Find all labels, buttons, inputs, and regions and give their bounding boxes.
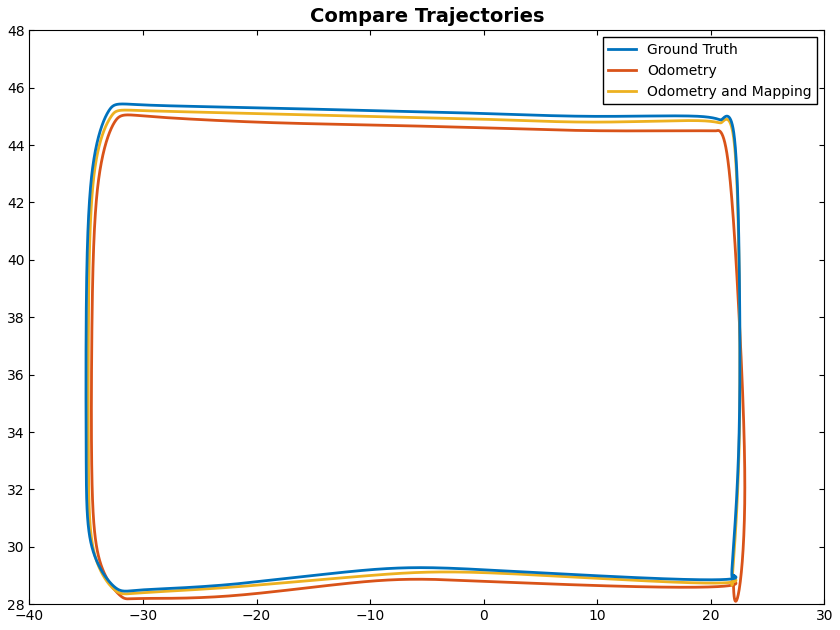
Legend: Ground Truth, Odometry, Odometry and Mapping: Ground Truth, Odometry, Odometry and Map… [603, 37, 817, 104]
Ground Truth [620, 573, 630, 581]
Odometry and Mapping [109, 109, 119, 117]
Ground Truth [121, 587, 131, 595]
Title: Compare Trajectories: Compare Trajectories [310, 7, 544, 26]
Odometry [731, 597, 741, 605]
Ground Truth [728, 571, 738, 579]
Ground Truth [728, 571, 738, 579]
Odometry and Mapping [727, 576, 738, 583]
Odometry [113, 114, 123, 122]
Ground Truth [97, 123, 107, 130]
Odometry [123, 111, 134, 118]
Odometry [102, 137, 112, 144]
Line: Odometry and Mapping: Odometry and Mapping [88, 110, 740, 594]
Ground Truth [118, 100, 128, 108]
Odometry [732, 597, 742, 604]
Ground Truth [727, 563, 738, 571]
Odometry [712, 127, 722, 134]
Odometry [728, 578, 738, 585]
Line: Odometry: Odometry [92, 115, 745, 601]
Odometry [732, 597, 742, 605]
Odometry and Mapping [121, 590, 131, 598]
Odometry and Mapping [99, 127, 109, 134]
Odometry and Mapping [620, 576, 630, 583]
Ground Truth [727, 564, 737, 571]
Odometry and Mapping [718, 117, 728, 125]
Odometry and Mapping [121, 106, 131, 114]
Odometry [620, 583, 630, 590]
Odometry [728, 578, 738, 585]
Line: Ground Truth: Ground Truth [86, 104, 740, 591]
Odometry and Mapping [728, 575, 738, 582]
Odometry and Mapping [728, 575, 738, 582]
Ground Truth [107, 103, 117, 110]
Ground Truth [718, 115, 728, 122]
Odometry and Mapping [727, 576, 737, 584]
